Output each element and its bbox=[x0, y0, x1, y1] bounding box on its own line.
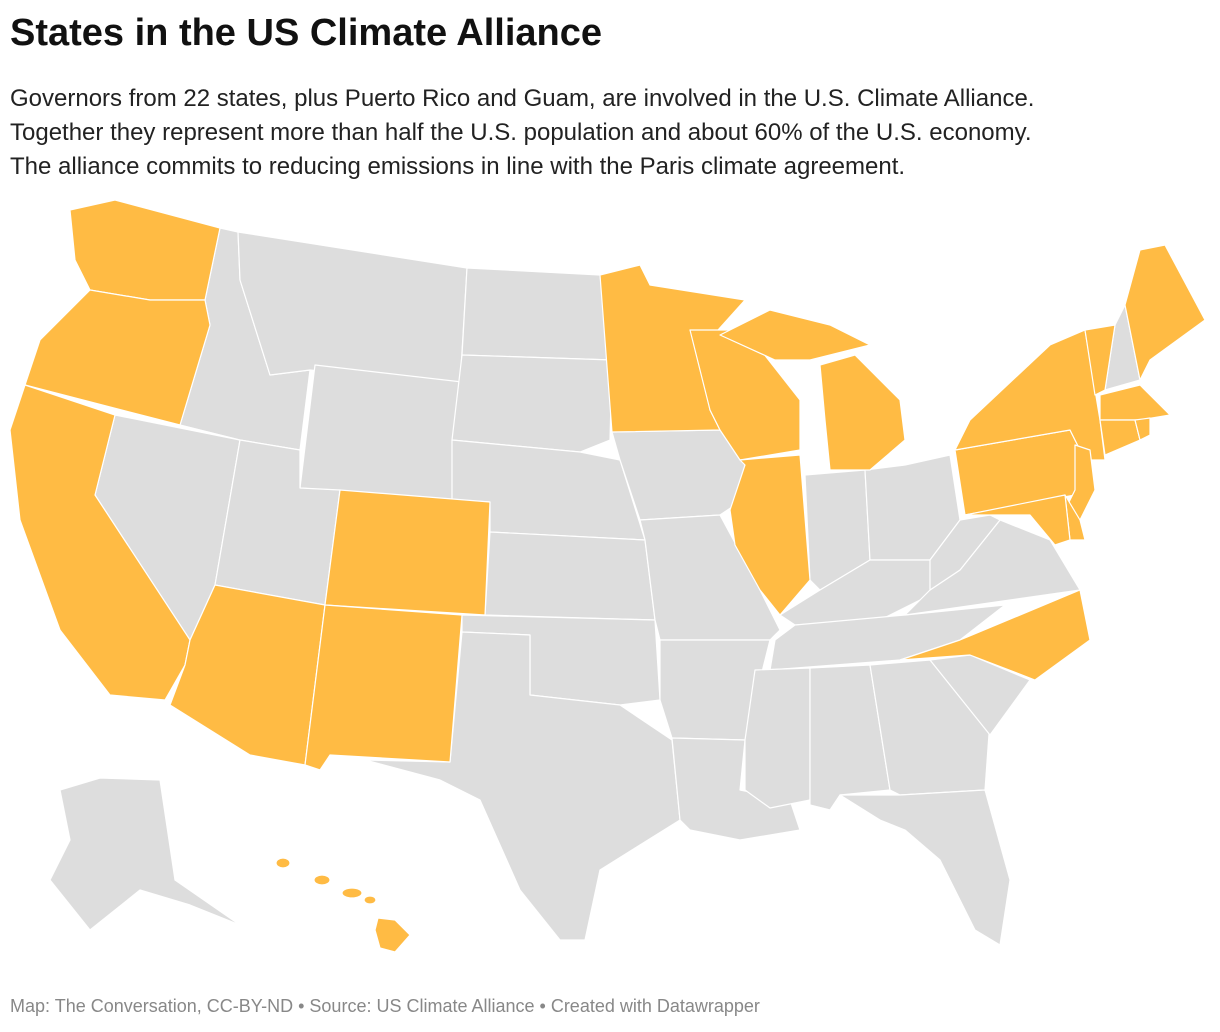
state bbox=[929, 654, 1031, 736]
state bbox=[899, 589, 1091, 681]
state bbox=[929, 514, 1001, 591]
state bbox=[313, 874, 331, 886]
state bbox=[364, 631, 681, 941]
state bbox=[237, 231, 468, 386]
other-states bbox=[49, 227, 1141, 946]
state bbox=[304, 604, 463, 771]
state bbox=[275, 857, 291, 869]
state bbox=[363, 895, 377, 905]
title: States in the US Climate Alliance bbox=[10, 12, 602, 54]
footer: Map: The Conversation, CC-BY-ND • Source… bbox=[10, 996, 760, 1016]
state bbox=[954, 329, 1106, 461]
state bbox=[1099, 419, 1141, 456]
state bbox=[324, 489, 491, 616]
state bbox=[451, 354, 613, 453]
state bbox=[9, 384, 191, 701]
state bbox=[839, 789, 1011, 946]
state bbox=[69, 199, 221, 301]
state bbox=[1124, 244, 1206, 381]
state bbox=[299, 364, 463, 501]
state bbox=[964, 494, 1071, 546]
state bbox=[744, 667, 811, 809]
state bbox=[1134, 417, 1151, 441]
state bbox=[729, 454, 811, 616]
description-line: Governors from 22 states, plus Puerto Ri… bbox=[10, 85, 1035, 112]
state bbox=[671, 737, 801, 841]
map bbox=[9, 199, 1206, 953]
description-line: The alliance commits to reducing emissio… bbox=[10, 153, 906, 180]
state bbox=[719, 309, 871, 361]
state bbox=[819, 354, 906, 471]
state bbox=[1084, 324, 1116, 396]
state bbox=[1099, 384, 1171, 421]
description: Governors from 22 states, plus Puerto Ri… bbox=[10, 82, 1034, 184]
state bbox=[461, 267, 613, 361]
member-states bbox=[9, 199, 1206, 953]
state bbox=[24, 289, 211, 426]
state bbox=[374, 917, 411, 953]
state bbox=[341, 887, 363, 899]
description-line: Together they represent more than half t… bbox=[10, 119, 1032, 146]
state bbox=[484, 531, 656, 621]
state bbox=[49, 777, 241, 931]
